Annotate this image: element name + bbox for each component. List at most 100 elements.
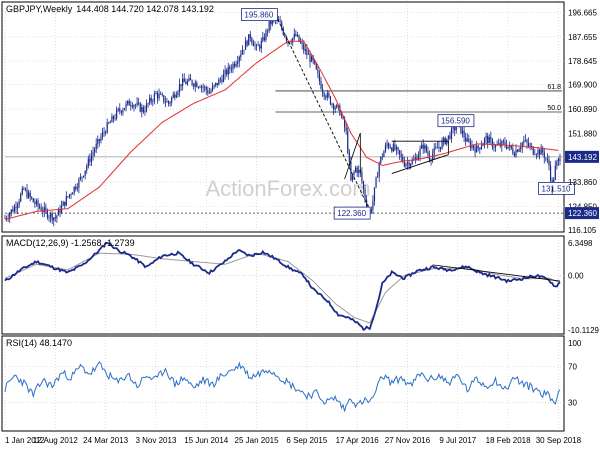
macd-y-tick-label: -10.1129 <box>568 326 600 335</box>
candle-body <box>243 49 245 51</box>
symbol-label: GBPJPY,Weekly <box>6 4 73 14</box>
rsi-y-tick-label: 30 <box>568 398 577 407</box>
candle-body <box>205 87 207 91</box>
candle-body <box>73 186 75 194</box>
candle-body <box>142 107 144 113</box>
candle-body <box>454 126 456 131</box>
candle-body <box>13 206 16 212</box>
candle-body <box>427 151 429 155</box>
candle-body <box>185 82 187 85</box>
candle-body <box>312 56 314 61</box>
candle-body <box>521 142 523 148</box>
candle-body <box>323 93 325 97</box>
candle-body <box>285 36 288 41</box>
candle-body <box>351 174 354 181</box>
candle-body <box>326 93 328 98</box>
candle-body <box>15 206 17 209</box>
candle-body <box>255 45 258 47</box>
candle-body <box>105 132 107 133</box>
candle-body <box>183 78 185 83</box>
candle-body <box>494 145 497 148</box>
x-tick-label: 6 Sep 2015 <box>286 436 327 445</box>
candle-body <box>345 127 347 131</box>
candle-body <box>62 201 64 206</box>
candle-body <box>468 138 470 142</box>
candle-body <box>380 156 382 164</box>
candle-body <box>527 143 530 147</box>
candle-body <box>504 142 506 146</box>
candle-body <box>469 141 471 148</box>
candle-body <box>490 137 492 140</box>
candle-body <box>12 209 14 212</box>
candle-body <box>127 100 129 104</box>
candle-body <box>532 146 534 155</box>
candle-body <box>520 147 522 150</box>
candle-body <box>68 194 71 197</box>
candle-body <box>306 49 308 55</box>
candle-body <box>546 158 549 160</box>
candle-body <box>238 56 240 62</box>
macd-title: MACD(12,26,9) -1.2568 -1.2739 <box>6 238 135 248</box>
candle-body <box>119 108 121 111</box>
candle-body <box>391 148 393 152</box>
price-y-tick-label: 116.105 <box>568 226 597 235</box>
candle-body <box>465 137 467 142</box>
candle-body <box>408 162 410 167</box>
candle-body <box>251 38 253 43</box>
candle-body <box>226 69 228 75</box>
candle-body <box>117 108 119 111</box>
candle-body <box>509 145 511 147</box>
candle-body <box>108 122 110 124</box>
candle-body <box>314 60 316 64</box>
watermark: ActionForex.com <box>205 176 370 201</box>
candle-body <box>510 145 512 149</box>
candle-body <box>87 158 89 166</box>
candle-body <box>246 40 248 46</box>
candle-body <box>526 139 528 144</box>
candle-body <box>292 37 294 43</box>
x-tick-label: 30 Sep 2018 <box>536 436 582 445</box>
current-price-tag <box>565 150 599 163</box>
candle-body <box>493 146 495 148</box>
candle-body <box>543 152 545 159</box>
price-annotation-label: 195.860 <box>244 11 273 20</box>
candle-body <box>186 81 188 85</box>
candle-body <box>5 218 8 219</box>
candle-body <box>307 54 310 55</box>
candle-body <box>373 187 376 201</box>
candle-body <box>452 126 454 129</box>
candle-body <box>37 200 39 207</box>
ohlc-values: 144.408 144.720 142.078 143.192 <box>76 4 214 14</box>
candle-body <box>138 102 140 104</box>
candle-body <box>199 87 201 88</box>
candle-body <box>310 56 313 62</box>
candle-body <box>450 128 453 139</box>
candle-body <box>512 148 514 154</box>
candle-body <box>240 54 242 57</box>
candle-body <box>321 88 324 94</box>
candle-body <box>329 96 332 105</box>
candle-body <box>197 87 199 88</box>
candle-body <box>79 177 82 180</box>
candle-body <box>221 79 223 82</box>
candle-body <box>384 145 387 152</box>
candle-body <box>271 18 273 25</box>
candle-body <box>227 66 229 75</box>
candle-body <box>189 78 192 81</box>
x-tick-label: 3 Nov 2013 <box>135 436 176 445</box>
candle-body <box>268 21 270 32</box>
rsi-title: RSI(14) 48.1470 <box>6 338 72 348</box>
candle-body <box>419 148 421 156</box>
candle-body <box>171 97 173 103</box>
candle-body <box>24 189 27 190</box>
candle-body <box>207 90 209 94</box>
candle-body <box>320 81 322 89</box>
candle-body <box>449 135 451 139</box>
candle-body <box>488 137 490 144</box>
rsi-panel-frame <box>1 335 565 432</box>
candle-body <box>78 179 80 188</box>
candle-body <box>23 188 25 190</box>
price-y-tick-label: 187.655 <box>568 33 597 42</box>
candle-body <box>259 45 261 49</box>
candle-body <box>18 201 20 205</box>
